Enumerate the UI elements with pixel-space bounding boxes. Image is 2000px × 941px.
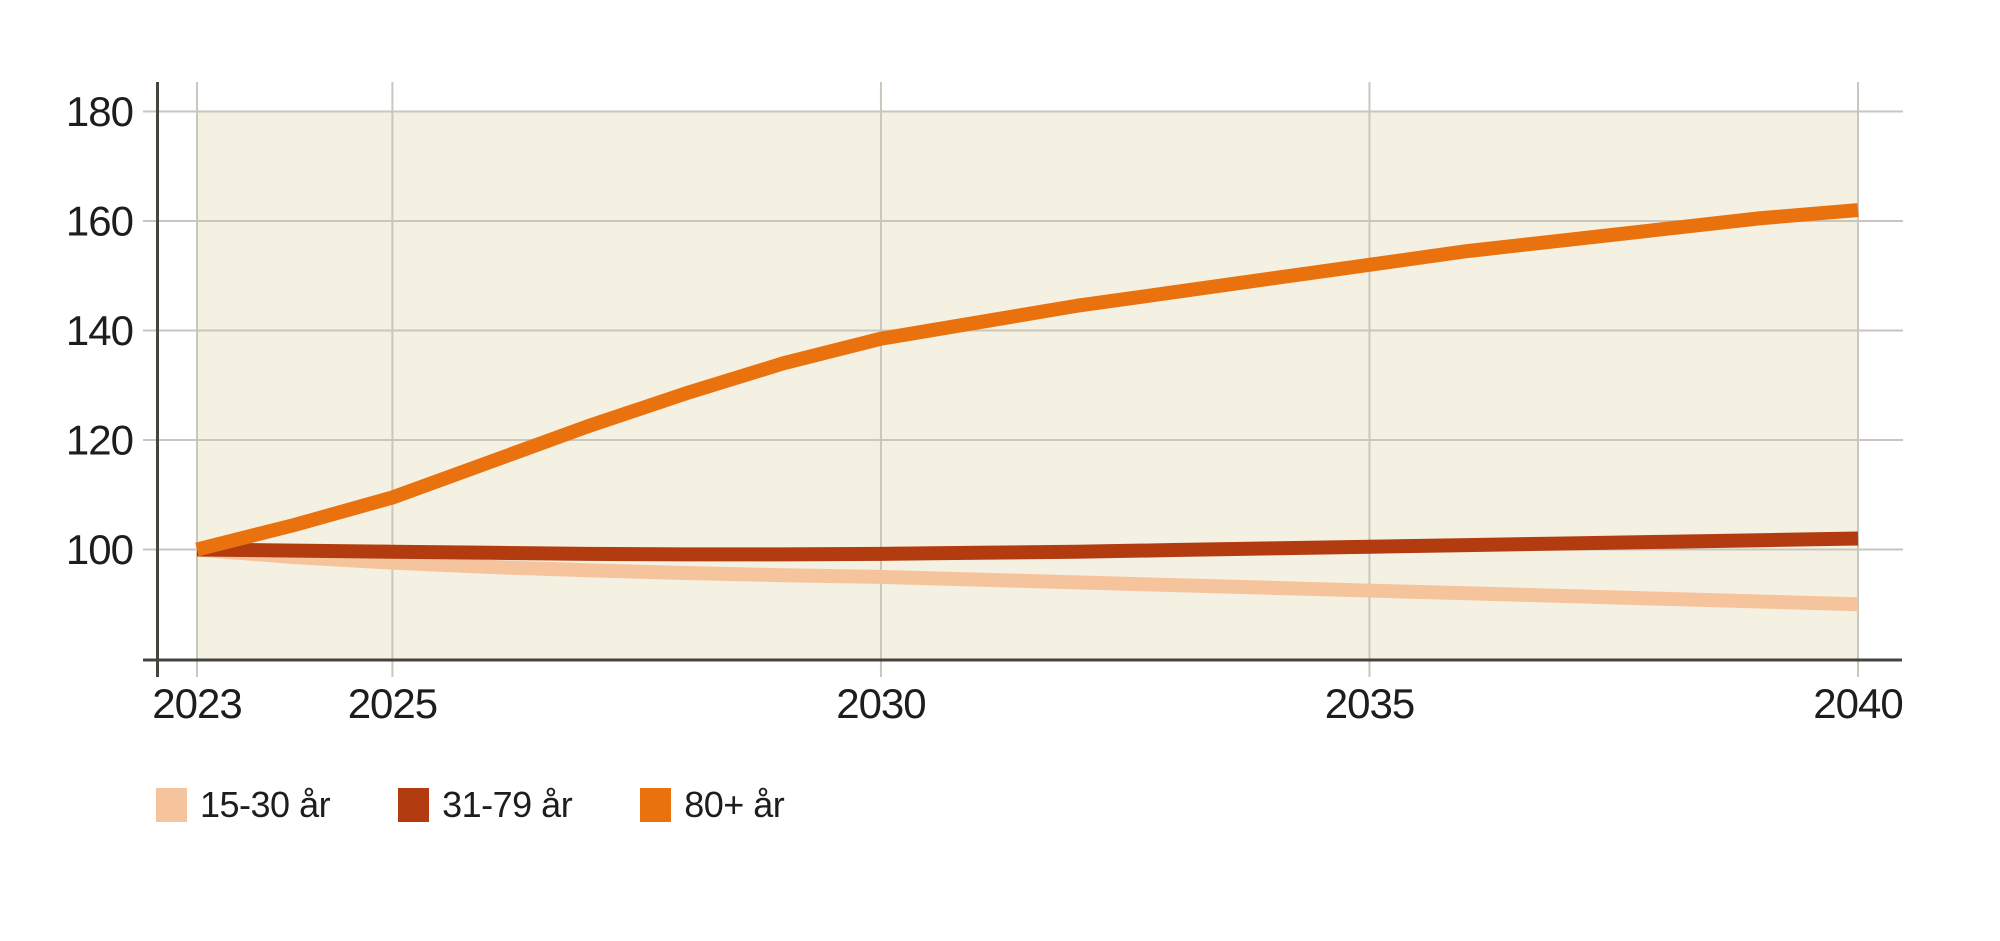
- x-axis-tick-label: 2035: [1325, 680, 1414, 727]
- legend-swatch: [398, 788, 430, 822]
- x-axis-tick-label: 2040: [1813, 680, 1902, 727]
- y-axis-tick-label: 140: [66, 307, 133, 354]
- legend-swatch: [640, 788, 672, 822]
- line-chart: 100 120 140 160 180 2023 2025 2030 2035 2040: [66, 82, 1904, 727]
- legend-item-15-30: 15-30 år: [156, 784, 331, 825]
- x-axis-tick-label: 2025: [348, 680, 437, 727]
- legend-swatch: [156, 788, 187, 822]
- series-line-80+-r: [195, 203, 1859, 557]
- y-axis-tick-label: 120: [66, 417, 133, 464]
- legend: 15-30 år 31-79 år 80+ år: [156, 784, 785, 825]
- x-axis-tick-label: 2023: [152, 680, 241, 727]
- x-axis-tick-label: 2030: [836, 680, 925, 727]
- legend-item-80plus: 80+ år: [640, 784, 785, 825]
- legend-label: 15-30 år: [200, 784, 331, 825]
- y-axis-tick-label: 160: [66, 198, 133, 245]
- series-line-31-79-r: [196, 531, 1859, 562]
- y-axis-tick-label: 180: [66, 88, 133, 135]
- series-line-15-30-r: [196, 542, 1859, 612]
- legend-label: 31-79 år: [442, 784, 573, 825]
- legend-item-31-79: 31-79 år: [398, 784, 573, 825]
- legend-label: 80+ år: [684, 784, 785, 825]
- y-axis-tick-label: 100: [66, 526, 133, 573]
